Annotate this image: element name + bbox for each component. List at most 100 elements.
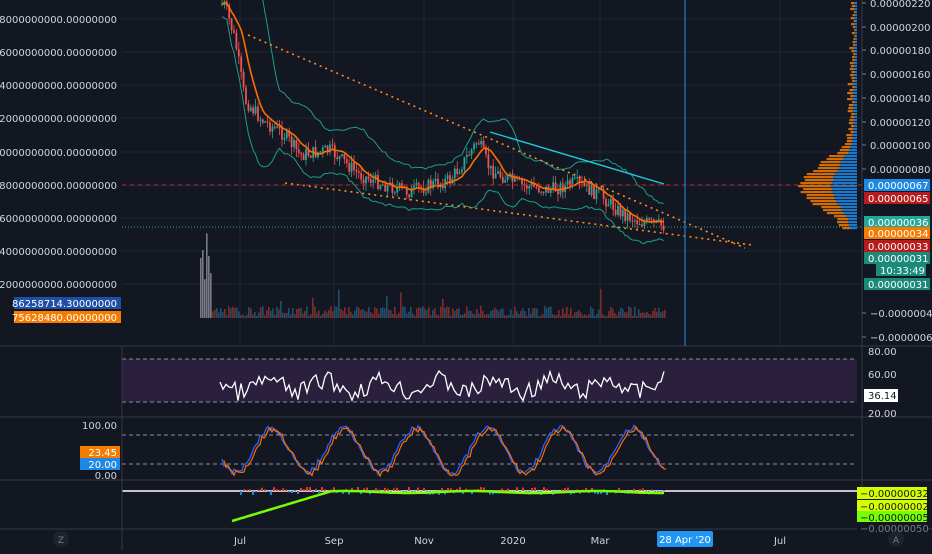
volume-bar	[500, 308, 502, 318]
volume-bar	[490, 310, 492, 318]
candle-body	[261, 119, 264, 123]
candle-body	[369, 179, 372, 183]
volume-profile-bar	[854, 113, 857, 116]
candle-body	[381, 184, 384, 186]
volume-bar	[514, 306, 516, 318]
candle-body	[487, 154, 490, 169]
time-axis[interactable]: Jul Sep Nov 2020 Mar Jul	[233, 536, 786, 547]
lower-trendline[interactable]	[284, 182, 753, 246]
candle-body	[638, 224, 641, 226]
volume-profile-bar	[852, 110, 857, 113]
macd-histogram-bar	[264, 489, 266, 491]
volume-bar	[298, 308, 300, 318]
right-price-axis[interactable]: 0.00000220 0.00000200 0.00000180 0.00000160…	[862, 0, 932, 344]
volume-bar	[360, 309, 362, 318]
volume-profile-bar	[837, 203, 857, 206]
macd-histogram-bar	[549, 489, 551, 491]
volume-bar	[474, 314, 476, 318]
candle-body	[624, 209, 627, 221]
volume-bar	[634, 306, 636, 318]
candle-body	[333, 145, 336, 158]
stochastic-pane[interactable]	[122, 424, 857, 478]
candle-body	[480, 141, 483, 145]
right-axis-badges: 0.00000067 0.00000065 0.000000360.00000034…	[864, 179, 930, 291]
volume-bar	[480, 305, 482, 318]
upper-trendline[interactable]	[247, 34, 746, 249]
macd-histogram-bar	[240, 491, 242, 495]
volume-profile-bar	[826, 158, 844, 161]
volume-bar	[622, 309, 624, 318]
candle-body	[360, 172, 363, 180]
volume-bar	[644, 313, 646, 318]
left-axis-badge-bottom: 75628480.00000000	[12, 311, 121, 324]
volume-profile-bar	[852, 41, 856, 44]
candle-body	[468, 155, 471, 157]
candle-body	[485, 147, 487, 155]
candle-body	[617, 205, 619, 215]
volume-profile-bar	[844, 155, 857, 158]
volume-profile-bar	[850, 116, 855, 119]
volume-bar	[208, 256, 210, 318]
macd-histogram-bar	[489, 491, 491, 495]
macd-histogram-bar	[594, 491, 596, 494]
macd-histogram-bar	[639, 489, 641, 491]
volume-bar	[230, 308, 232, 318]
volume-bar	[450, 315, 452, 318]
volume-bar	[598, 309, 600, 318]
macd-histogram-bar	[357, 487, 359, 491]
volume-bar	[558, 309, 560, 318]
volume-bar	[626, 312, 628, 318]
volume-profile-bar	[846, 140, 853, 143]
left-price-axis[interactable]: 18000000000.00000000 16000000000.00000000…	[0, 15, 117, 291]
volume-bar	[650, 314, 652, 318]
volume-bar	[294, 314, 296, 318]
auto-scale-left-button[interactable]: Z	[53, 531, 69, 547]
volume-profile-bar	[854, 11, 856, 14]
volume-bar	[516, 311, 518, 318]
rsi-axis-label: 60.00	[868, 370, 897, 381]
right-axis-label: −0.00000040	[870, 309, 932, 320]
candle-body	[305, 149, 307, 160]
main-price-pane[interactable]	[0, 0, 862, 346]
macd-badge-text: −0.00000050	[860, 524, 929, 535]
volume-bar	[608, 311, 610, 318]
volume-bar	[346, 314, 348, 318]
volume-profile-bar	[855, 44, 857, 47]
candle-body	[343, 154, 346, 160]
candle-body	[463, 157, 466, 170]
left-axis-label: 12000000000.00000000	[0, 114, 117, 125]
volume-profile-bar	[853, 44, 856, 47]
volume-profile-bar	[854, 23, 857, 26]
auto-scale-right-button[interactable]: A	[888, 531, 904, 547]
volume-bar	[370, 312, 372, 318]
macd-histogram-bar	[408, 487, 410, 491]
right-axis-badge: 0.00000065	[864, 192, 930, 205]
time-axis-label: 2020	[500, 536, 525, 547]
volume-bar	[588, 314, 590, 318]
volume-bar	[202, 250, 204, 318]
candle-body	[264, 121, 267, 123]
volume-profile-bar	[822, 209, 842, 212]
stoch-badge: 23.45	[80, 446, 120, 459]
volume-bar	[562, 308, 564, 318]
volume-bar	[306, 306, 308, 318]
candle-body	[427, 179, 430, 193]
rsi-pane[interactable]	[122, 358, 857, 403]
volume-bar	[312, 297, 314, 318]
candle-body	[619, 205, 622, 217]
macd-histogram-bar	[393, 488, 395, 491]
volume-profile-bar	[850, 227, 857, 230]
volume-bar	[408, 311, 410, 318]
stochastic-axis[interactable]: 100.00 0.00	[82, 421, 117, 482]
right-axis-badge: 0.00000031	[864, 252, 930, 265]
candle-body	[506, 175, 509, 181]
volume-bar	[262, 306, 264, 318]
macd-histogram-bar	[363, 488, 365, 491]
volume-profile-bar	[848, 152, 857, 155]
channel-line[interactable]	[489, 131, 665, 185]
candle-body	[362, 179, 365, 184]
volume-bar	[378, 313, 380, 318]
volume-bar	[502, 308, 504, 318]
macd-pane[interactable]	[122, 487, 862, 523]
